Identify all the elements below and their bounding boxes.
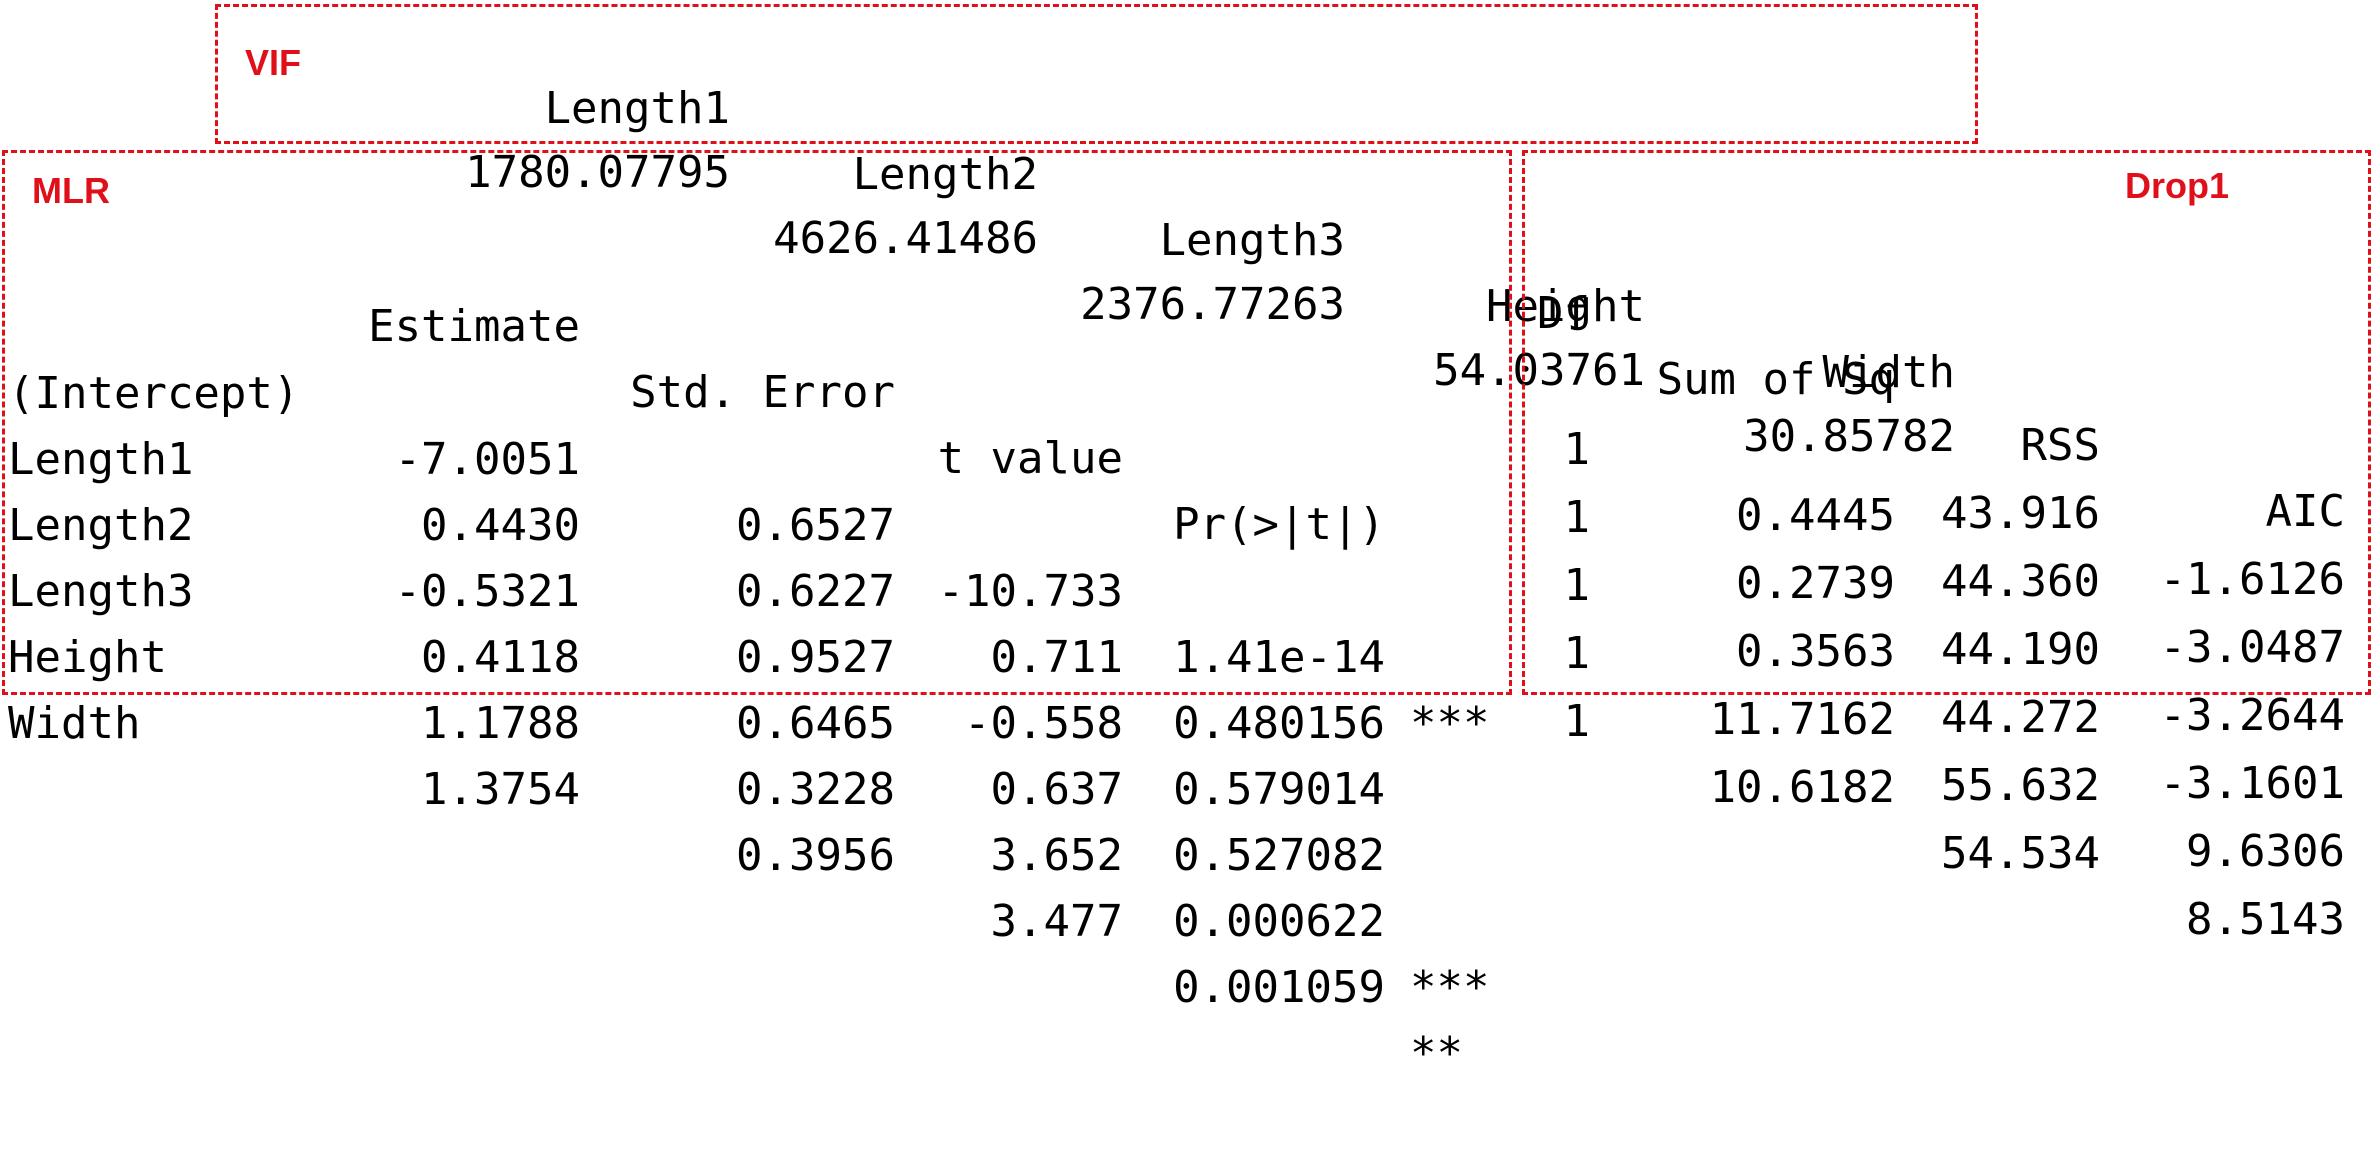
mlr-label: MLR bbox=[32, 170, 110, 211]
vif-header-row: Length1 Length2 Length3 Height Width bbox=[0, 10, 1955, 406]
drop1-row-df: 1 bbox=[1563, 424, 1591, 475]
drop1-row-rss: 44.360 bbox=[1941, 556, 2100, 607]
mlr-row-sig: *** bbox=[1410, 698, 1490, 749]
mlr-row-se: 0.3956 bbox=[736, 830, 895, 881]
drop1-row-df: 1 bbox=[1563, 492, 1591, 543]
vif-value-length3: 2376.77263 bbox=[1080, 279, 1345, 330]
drop1-row-rss: 44.272 bbox=[1941, 692, 2100, 743]
table-row: 1 0.4445 44.360 -3.0487 bbox=[0, 351, 2346, 747]
vif-header-width: Width bbox=[1822, 347, 1955, 398]
mlr-header-estimate: Estimate bbox=[368, 301, 580, 352]
mlr-row-se: 0.6465 bbox=[736, 698, 895, 749]
drop1-row-rss: 44.190 bbox=[1941, 624, 2100, 675]
drop1-row-rss: 55.632 bbox=[1941, 760, 2100, 811]
vif-label: VIF bbox=[245, 42, 302, 83]
mlr-row-se: 0.3228 bbox=[736, 764, 895, 815]
vif-header-length2: Length2 bbox=[852, 149, 1038, 200]
drop1-row-rss: 54.534 bbox=[1941, 828, 2100, 879]
vif-value-width: 30.85782 bbox=[1743, 411, 1955, 462]
vif-header-height: Height bbox=[1486, 281, 1645, 332]
drop1-row-aic: -3.1601 bbox=[2159, 758, 2345, 809]
drop1-label: Drop1 bbox=[2125, 165, 2230, 206]
drop1-row-aic: 8.5143 bbox=[2186, 894, 2345, 945]
drop1-header-df: Df bbox=[1537, 288, 1590, 339]
mlr-row-estimate: 1.3754 bbox=[421, 764, 580, 815]
mlr-header-p-value: Pr(>|t|) bbox=[1173, 499, 1385, 550]
mlr-row-name: Length3 bbox=[8, 566, 194, 617]
mlr-row-p: 1.41e-14 bbox=[1173, 632, 1385, 683]
table-row: 1 10.6182 54.534 8.5143 bbox=[0, 623, 2346, 1019]
mlr-row-t: 0.711 bbox=[990, 632, 1123, 683]
drop1-row-ss: 0.4445 bbox=[1736, 490, 1895, 541]
mlr-row-p: 0.480156 bbox=[1173, 698, 1385, 749]
mlr-header-std-error: Std. Error bbox=[630, 367, 895, 418]
mlr-row-p: 0.001059 bbox=[1173, 962, 1385, 1013]
mlr-row-t: -10.733 bbox=[937, 566, 1123, 617]
mlr-panel bbox=[2, 150, 1512, 695]
mlr-row-name: Length1 bbox=[8, 434, 194, 485]
mlr-header-row: Estimate Std. Error t value Pr(>|t|) bbox=[0, 228, 1385, 558]
drop1-row-aic: -3.2644 bbox=[2159, 690, 2345, 741]
mlr-row-se: 0.6227 bbox=[736, 566, 895, 617]
drop1-row-aic: 9.6306 bbox=[2186, 826, 2345, 877]
mlr-row-t: 3.477 bbox=[990, 896, 1123, 947]
drop1-row-df: 1 bbox=[1563, 696, 1591, 747]
drop1-row-df: 1 bbox=[1563, 628, 1591, 679]
drop1-header-row: Df Sum of Sq RSS AIC bbox=[0, 215, 2345, 545]
mlr-row-p: 0.527082 bbox=[1173, 830, 1385, 881]
mlr-row-p: 0.579014 bbox=[1173, 764, 1385, 815]
vif-header-length3: Length3 bbox=[1159, 215, 1345, 266]
drop1-row-ss: 0.3563 bbox=[1736, 626, 1895, 677]
mlr-row-name: (Intercept) bbox=[8, 368, 300, 419]
vif-panel bbox=[215, 4, 1978, 144]
drop1-row-ss: 10.6182 bbox=[1709, 762, 1895, 813]
mlr-row-se: 0.9527 bbox=[736, 632, 895, 683]
mlr-row-t: 0.637 bbox=[990, 764, 1123, 815]
mlr-row-sig: *** bbox=[1410, 962, 1490, 1013]
mlr-row-name: Length2 bbox=[8, 500, 194, 551]
vif-value-length2: 4626.41486 bbox=[773, 213, 1038, 264]
mlr-row-estimate: -7.0051 bbox=[394, 434, 580, 485]
mlr-header-t-value: t value bbox=[937, 433, 1123, 484]
drop1-row-aic: -3.0487 bbox=[2159, 622, 2345, 673]
drop1-header-sum-of-sq: Sum of Sq bbox=[1656, 354, 1895, 405]
mlr-row-estimate: -0.5321 bbox=[394, 566, 580, 617]
drop1-header-aic: AIC bbox=[2265, 486, 2345, 537]
mlr-row-estimate: 1.1788 bbox=[421, 698, 580, 749]
drop1-header-rss: RSS bbox=[2020, 420, 2100, 471]
drop1-row-df: 1 bbox=[1563, 560, 1591, 611]
drop1-row-aic: -1.6126 bbox=[2159, 554, 2345, 605]
table-row: 43.916 -1.6126 bbox=[0, 283, 2345, 679]
mlr-row-estimate: 0.4430 bbox=[421, 500, 580, 551]
vif-value-length1: 1780.07795 bbox=[465, 147, 730, 198]
vif-header-length1: Length1 bbox=[544, 83, 730, 134]
mlr-row-estimate: 0.4118 bbox=[421, 632, 580, 683]
mlr-row-sig: ** bbox=[1410, 1028, 1463, 1079]
vif-values-row: 1780.07795 4626.41486 2376.77263 54.0376… bbox=[0, 74, 1955, 470]
mlr-row-name: Height bbox=[8, 632, 167, 683]
mlr-row-t: -0.558 bbox=[964, 698, 1123, 749]
drop1-panel bbox=[1522, 150, 2371, 695]
mlr-row-p: 0.000622 bbox=[1173, 896, 1385, 947]
vif-value-height: 54.03761 bbox=[1433, 345, 1645, 396]
drop1-row-ss: 0.2739 bbox=[1736, 558, 1895, 609]
drop1-row-rss: 43.916 bbox=[1941, 488, 2100, 539]
mlr-row-se: 0.6527 bbox=[736, 500, 895, 551]
table-row: (Intercept) -7.0051 0.6527 -10.733 1.41e… bbox=[0, 295, 1489, 823]
mlr-row-t: 3.652 bbox=[990, 830, 1123, 881]
